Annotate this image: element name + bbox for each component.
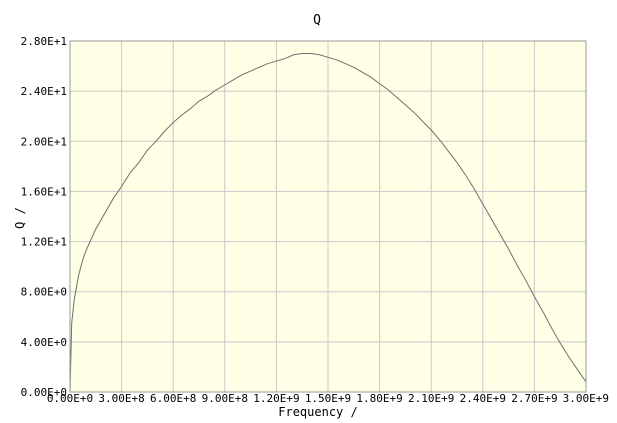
y-tick-label: 1.60E+1: [21, 185, 67, 198]
x-tick-label: 3.00E+9: [563, 392, 609, 405]
y-tick-label: 8.00E+0: [21, 286, 67, 299]
series-layer: [69, 53, 587, 393]
y-tick-label: 2.40E+1: [21, 85, 67, 98]
x-tick-label: 9.00E+8: [202, 392, 248, 405]
y-tick-label: 0.00E+0: [21, 386, 67, 399]
y-tick-label: 4.00E+0: [21, 336, 67, 349]
series-line: [69, 53, 587, 393]
y-tick-label: 2.80E+1: [21, 35, 67, 48]
x-tick-label: 1.50E+9: [305, 392, 351, 405]
x-tick-label: 2.40E+9: [460, 392, 506, 405]
y-tick-labels: 0.00E+0 4.00E+0 8.00E+0 1.20E+1 1.60E+1 2.00E…: [21, 35, 67, 399]
x-axis-label: Frequency /: [278, 405, 357, 419]
y-tick-label: 1.20E+1: [21, 236, 67, 249]
x-tick-label: 1.80E+9: [356, 392, 402, 405]
x-tick-label: 2.10E+9: [408, 392, 454, 405]
x-tick-label: 2.70E+9: [511, 392, 557, 405]
x-tick-label: 6.00E+8: [150, 392, 196, 405]
x-tick-label: 0.00E+0: [47, 392, 93, 405]
x-tick-label: 1.20E+9: [253, 392, 299, 405]
x-tick-labels: 0.00E+0 3.00E+8 6.00E+8 9.00E+8 1.20E+9 1.50E…: [47, 392, 609, 405]
chart-title: Q: [313, 13, 321, 28]
y-axis-label: Q /: [13, 207, 27, 229]
y-tick-label: 2.00E+1: [21, 135, 67, 148]
x-tick-label: 3.00E+8: [98, 392, 144, 405]
plot-frame: [69, 40, 587, 393]
